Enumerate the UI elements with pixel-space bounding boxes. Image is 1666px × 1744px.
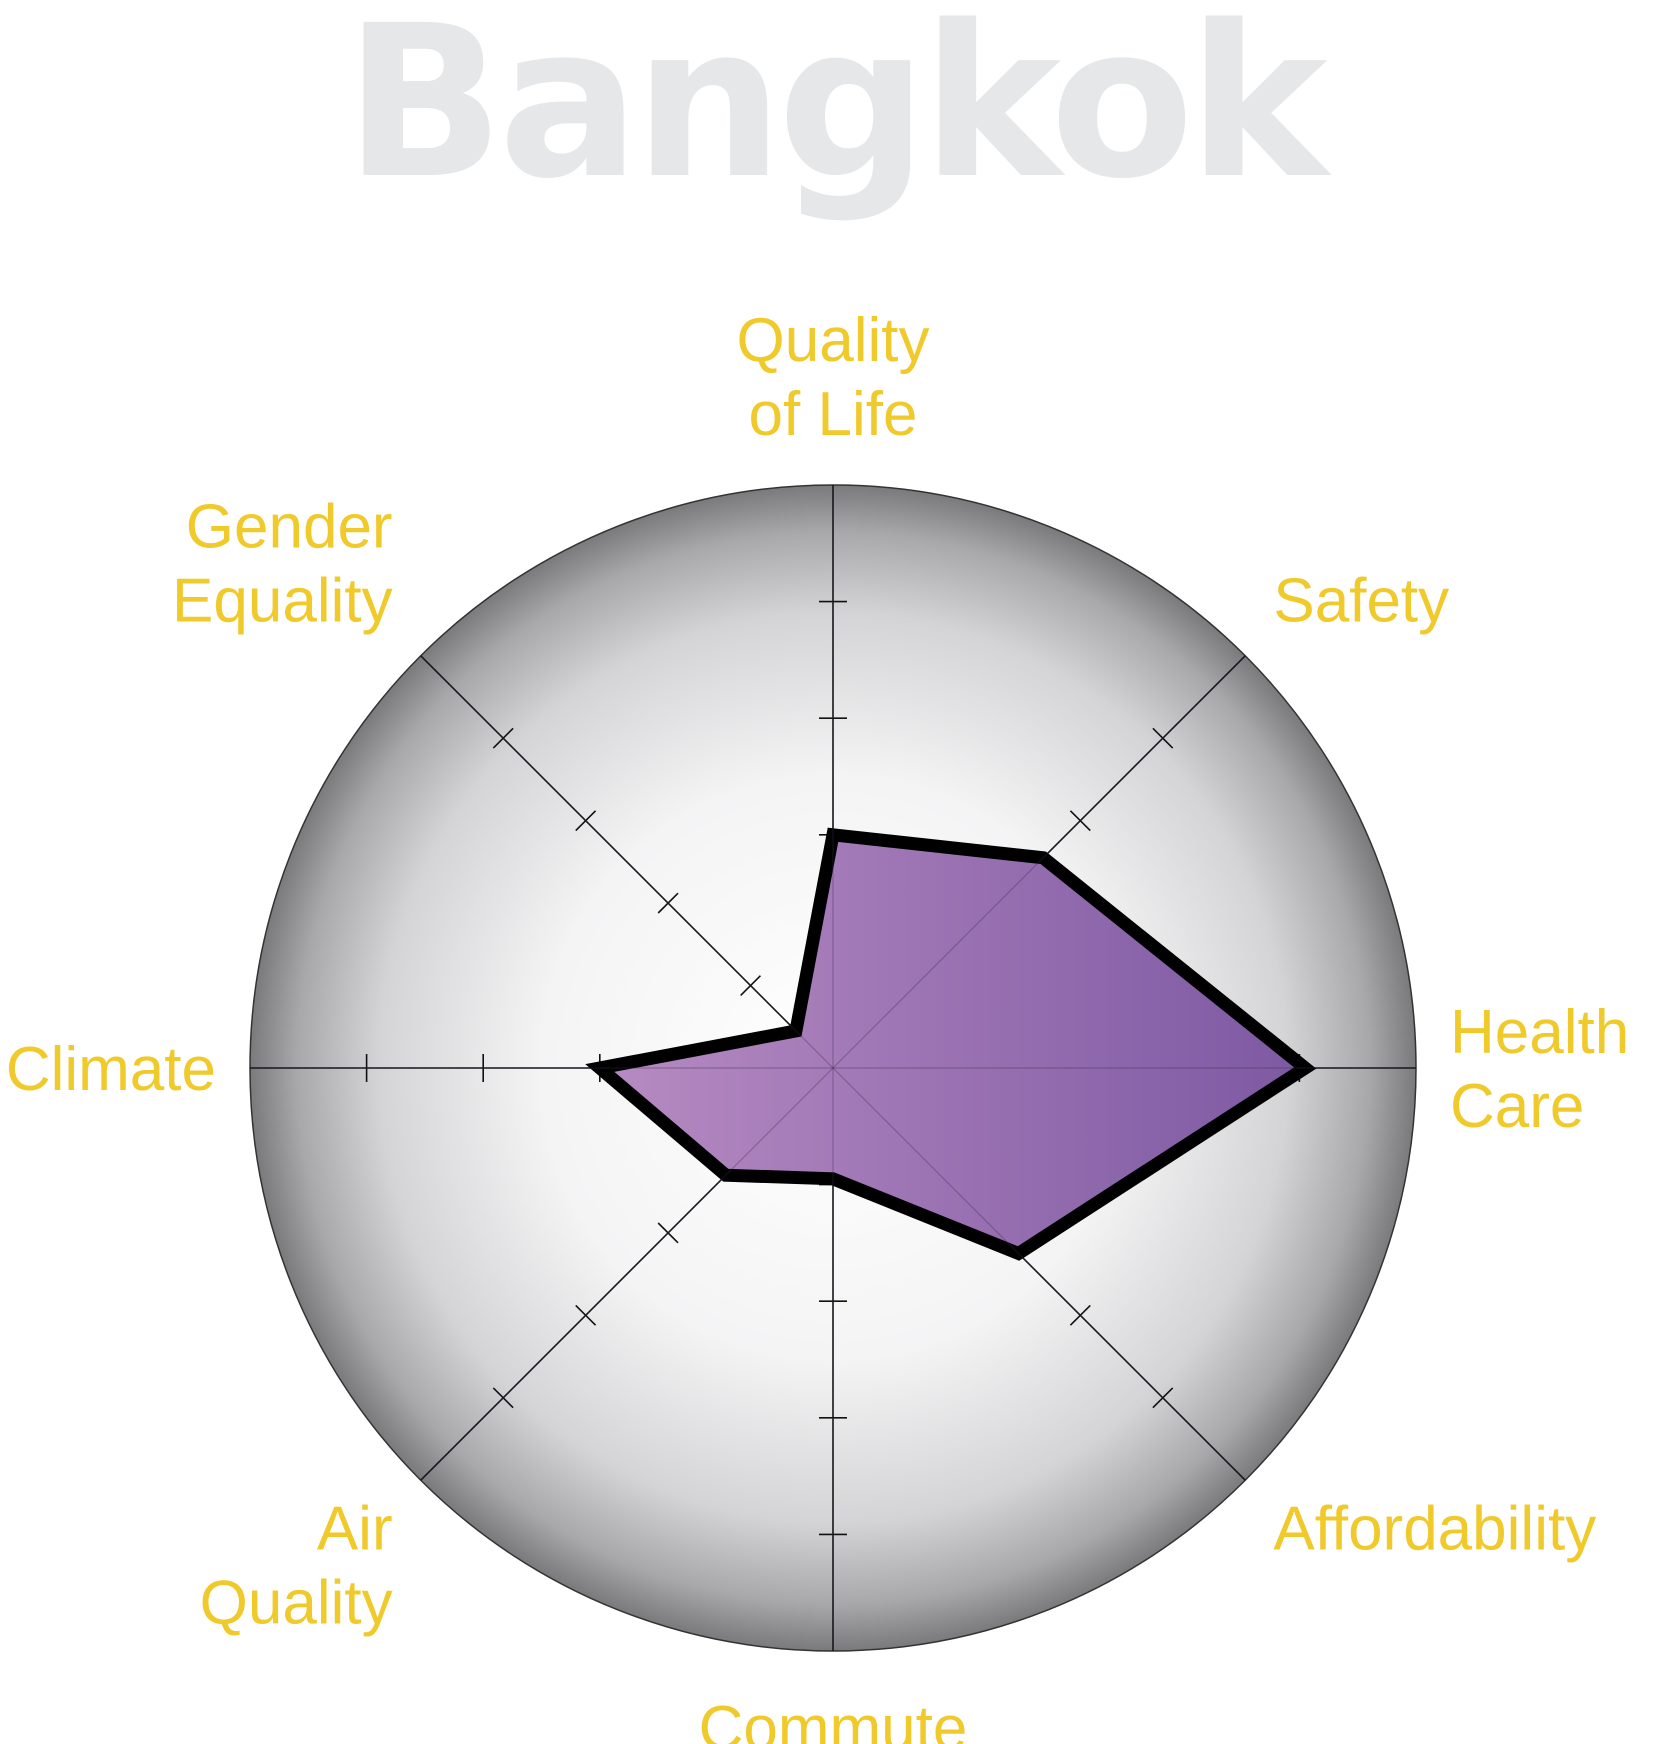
label-safety: Safety <box>1273 567 1449 636</box>
tick-affordability-4 <box>1152 1387 1174 1409</box>
label-health-care: Health Care <box>1450 998 1629 1141</box>
label-gender-equality: Gender Equality <box>172 493 393 636</box>
axis-gender-equality <box>420 655 834 1069</box>
tick-air-quality-4 <box>492 1387 514 1409</box>
radar-series <box>585 827 1317 1261</box>
radar-polygon <box>585 827 1317 1261</box>
label-quality-of-life-line-2: of Life <box>749 380 918 449</box>
label-climate: Climate <box>6 1035 216 1104</box>
label-gender-equality-line-1: Gender <box>186 493 393 562</box>
axis-inner-safety <box>832 655 1246 1069</box>
label-air-quality: Air Quality <box>200 1494 393 1637</box>
label-health-care-line-2: Care <box>1450 1072 1584 1141</box>
label-quality-of-life-line-1: Quality <box>737 306 930 375</box>
axis-inner-affordability <box>832 1067 1246 1481</box>
label-quality-of-life: Quality of Life <box>737 306 930 449</box>
label-climate-line-1: Climate <box>6 1035 216 1104</box>
tick-safety-3 <box>1069 810 1091 832</box>
label-affordability-line-1: Affordability <box>1273 1494 1596 1563</box>
label-health-care-line-1: Health <box>1450 998 1629 1067</box>
axis-inner-gender-equality <box>420 655 834 1069</box>
axis-inner-air-quality <box>420 1067 834 1481</box>
label-safety-line-1: Safety <box>1273 567 1449 636</box>
radar-inner-axes <box>250 485 1416 1651</box>
chart-title: Bangkok <box>344 0 1332 225</box>
tick-gender-equality-4 <box>492 727 514 749</box>
tick-safety-4 <box>1152 727 1174 749</box>
label-gender-equality-line-2: Equality <box>172 567 393 636</box>
tick-gender-equality-2 <box>657 892 679 914</box>
label-commute-line-1: Commute <box>699 1694 968 1744</box>
label-air-quality-line-2: Quality <box>200 1568 393 1637</box>
tick-gender-equality-1 <box>740 975 762 997</box>
label-commute: Commute <box>699 1694 968 1744</box>
tick-air-quality-2 <box>657 1222 679 1244</box>
tick-affordability-3 <box>1069 1304 1091 1326</box>
label-air-quality-line-1: Air <box>317 1494 393 1563</box>
tick-gender-equality-3 <box>575 810 597 832</box>
label-affordability: Affordability <box>1273 1494 1596 1563</box>
tick-air-quality-3 <box>575 1304 597 1326</box>
